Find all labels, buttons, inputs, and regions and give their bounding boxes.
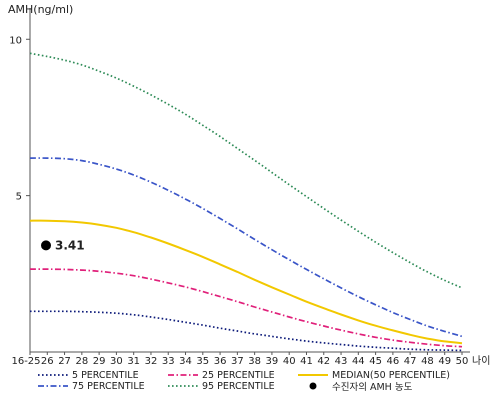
x-tick-label: 31 — [127, 356, 140, 367]
legend-entry: 5 PERCENTILE — [72, 370, 139, 381]
x-tick-label: 33 — [162, 356, 175, 367]
x-tick-label: 27 — [58, 356, 71, 367]
x-tick-label: 40 — [283, 356, 296, 367]
x-tick-label: 16-25 — [11, 356, 40, 367]
series-line-5-percentile — [30, 310, 463, 352]
series-line-95-percentile — [29, 52, 463, 289]
legend-entry: 95 PERCENTILE — [202, 381, 275, 392]
patient-point-marker — [41, 240, 51, 251]
x-tick-label: 48 — [421, 356, 434, 367]
series-line-75-percentile — [29, 157, 463, 338]
x-tick-label: 30 — [110, 356, 123, 367]
x-tick-label: 37 — [231, 356, 244, 367]
legend-entry: 25 PERCENTILE — [202, 370, 275, 381]
x-axis-label: 나이 — [472, 355, 490, 367]
series-line-25-percentile — [30, 268, 463, 348]
x-tick-label: 46 — [387, 356, 400, 367]
x-tick-label: 36 — [214, 356, 227, 367]
x-tick-label: 50 — [456, 356, 469, 367]
legend-entry: MEDIAN(50 PERCENTILE) — [332, 370, 450, 381]
x-axis: 나이 — [30, 351, 490, 367]
x-tick-label: 43 — [335, 356, 348, 367]
series-line-median-50-percentile — [29, 219, 463, 345]
x-tick-label: 39 — [266, 356, 279, 367]
y-axis: AMH(ng/ml) — [8, 3, 73, 352]
x-tick-label: 29 — [93, 356, 106, 367]
y-ticks: 5 10 — [9, 35, 30, 203]
y-tick-label: 5 — [16, 192, 22, 203]
x-tick-label: 32 — [145, 356, 158, 367]
x-tick-label: 45 — [369, 356, 382, 367]
x-tick-label: 42 — [317, 356, 330, 367]
x-tick-label: 34 — [179, 356, 192, 367]
series-lines — [29, 52, 463, 352]
x-ticks: 16-25 26 27 28 29 30 31 32 33 34 35 36 37 38 39 40 41 42 4… — [11, 352, 468, 367]
y-tick-label: 10 — [9, 35, 22, 46]
x-tick-label: 41 — [300, 356, 313, 367]
legend-point-marker — [309, 382, 317, 390]
x-tick-label: 47 — [404, 356, 417, 367]
x-tick-label: 28 — [75, 356, 88, 367]
legend: 5 PERCENTILE 25 PERCENTILE MEDIAN(50 PERCE… — [38, 370, 450, 393]
x-tick-label: 44 — [352, 356, 365, 367]
legend-entry: 수진자의 AMH 농도 — [332, 382, 413, 393]
y-axis-label: AMH(ng/ml) — [8, 3, 73, 16]
x-tick-label: 49 — [438, 356, 451, 367]
patient-point: 3.41 — [41, 238, 85, 252]
legend-entry: 75 PERCENTILE — [72, 381, 145, 392]
x-tick-label: 35 — [196, 356, 209, 367]
patient-point-label: 3.41 — [55, 238, 85, 252]
x-tick-label: 26 — [41, 356, 54, 367]
x-tick-label: 38 — [248, 356, 261, 367]
